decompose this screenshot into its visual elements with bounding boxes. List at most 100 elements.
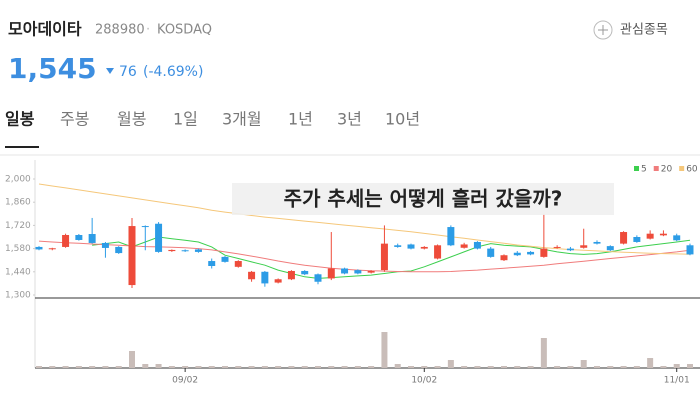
change-pct: (-4.69%) bbox=[143, 64, 203, 80]
candle-body bbox=[314, 274, 322, 282]
legend-label: 5 bbox=[641, 165, 647, 175]
volume-bar bbox=[115, 366, 122, 368]
candle-body bbox=[101, 242, 109, 248]
tab[interactable]: 1년 bbox=[288, 110, 313, 129]
volume-bar bbox=[461, 366, 468, 368]
volume-bar bbox=[102, 366, 109, 368]
tab[interactable]: 3개월 bbox=[222, 110, 262, 129]
volume-bar bbox=[182, 366, 189, 368]
separator: · bbox=[146, 23, 150, 38]
y-tick-label: 1,860 bbox=[5, 198, 31, 208]
volume-bar bbox=[195, 366, 202, 368]
y-tick-label: 1,580 bbox=[5, 244, 31, 254]
volume-bar bbox=[301, 366, 308, 368]
candle-body bbox=[473, 241, 481, 249]
ma-line bbox=[38, 183, 691, 255]
candle-body bbox=[287, 270, 295, 280]
candle-body bbox=[633, 237, 641, 242]
tabs: 일봉 주봉 월봉 1일 3개월 1년 3년 10년 bbox=[5, 110, 420, 129]
volume-bar bbox=[354, 366, 361, 368]
tab[interactable]: 3년 bbox=[337, 110, 362, 129]
volume-bar bbox=[341, 366, 348, 368]
plus-icon bbox=[598, 25, 608, 35]
candle-body bbox=[646, 233, 654, 239]
volume-bar bbox=[660, 366, 667, 368]
candle-body bbox=[141, 226, 149, 228]
volume-bar bbox=[62, 366, 69, 368]
candle-body bbox=[88, 234, 96, 243]
volume-bar bbox=[501, 366, 507, 368]
candle-body bbox=[261, 271, 269, 284]
legend-label: 20 bbox=[661, 165, 673, 175]
volume-bar bbox=[607, 366, 614, 368]
watch-label[interactable]: 관심종목 bbox=[620, 23, 668, 38]
chart: 1,300 1,440 1,580 1,720 1,860 2,000 09/02 10/02… bbox=[5, 160, 700, 386]
volume-bar bbox=[434, 366, 441, 368]
volume-bar bbox=[540, 338, 547, 368]
legend-swatch bbox=[679, 166, 685, 171]
title-bg bbox=[232, 183, 614, 215]
candle-body bbox=[673, 235, 681, 241]
candle-body bbox=[128, 226, 136, 286]
volume-bar bbox=[275, 366, 282, 368]
watch-icon bbox=[593, 20, 613, 40]
candle-body bbox=[686, 245, 694, 255]
x-tick-label: 09/02 bbox=[172, 376, 198, 386]
volume-bar bbox=[261, 366, 268, 368]
candle-body bbox=[48, 248, 56, 250]
candle-body bbox=[420, 246, 428, 249]
stock-name: 모아데이타 bbox=[8, 20, 82, 39]
tab[interactable]: 월봉 bbox=[117, 110, 146, 129]
change: 76 bbox=[119, 64, 137, 80]
y-tick-label: 1,440 bbox=[5, 267, 31, 277]
tab[interactable]: 10년 bbox=[385, 110, 420, 129]
candle-body bbox=[181, 250, 189, 252]
volume-bar bbox=[142, 364, 149, 368]
chart-title: 주가 추세는 어떻게 흘러 갔을까? bbox=[284, 187, 563, 211]
watch-button[interactable]: 관심종목 bbox=[593, 20, 668, 40]
candle-body bbox=[553, 246, 561, 248]
price: 1,545 bbox=[8, 52, 97, 85]
stock-code: 288980 bbox=[95, 23, 145, 38]
volume-bar bbox=[36, 366, 42, 368]
candle-body bbox=[580, 245, 588, 248]
ma-line bbox=[38, 240, 691, 273]
candle-body bbox=[659, 233, 667, 236]
down-arrow bbox=[106, 68, 114, 74]
volume-bar bbox=[248, 366, 255, 368]
candle-body bbox=[513, 252, 521, 256]
legend-swatch bbox=[634, 166, 639, 171]
candle-body bbox=[234, 261, 242, 267]
volume-bar bbox=[580, 360, 587, 368]
volume-bar bbox=[168, 366, 175, 368]
candle-body bbox=[327, 268, 335, 279]
volume-bar bbox=[647, 358, 654, 368]
candle-body bbox=[606, 246, 614, 251]
candle-body bbox=[301, 270, 309, 275]
volume-bar bbox=[554, 366, 561, 368]
candle-body bbox=[527, 251, 535, 255]
candle-body bbox=[274, 279, 282, 283]
tab[interactable]: 일봉 bbox=[5, 110, 35, 129]
volume-bar bbox=[620, 366, 627, 368]
candle-body bbox=[341, 268, 349, 274]
candle-body bbox=[487, 248, 495, 257]
candle-body bbox=[460, 244, 468, 248]
y-tick-label: 1,720 bbox=[5, 221, 31, 231]
candle-body bbox=[208, 261, 216, 266]
candle-body bbox=[540, 248, 548, 257]
volume-bar bbox=[527, 366, 534, 368]
candle-body bbox=[248, 271, 256, 280]
volume-bar bbox=[235, 366, 242, 368]
candle-body bbox=[447, 227, 455, 246]
tab[interactable]: 1일 bbox=[173, 110, 198, 129]
ma-line bbox=[92, 236, 691, 279]
candle-body bbox=[620, 232, 628, 244]
volume-bar bbox=[381, 332, 388, 368]
volume-bar bbox=[208, 366, 215, 368]
candle-body bbox=[115, 246, 123, 254]
volume-bar bbox=[594, 366, 600, 368]
tab[interactable]: 주봉 bbox=[60, 110, 89, 129]
